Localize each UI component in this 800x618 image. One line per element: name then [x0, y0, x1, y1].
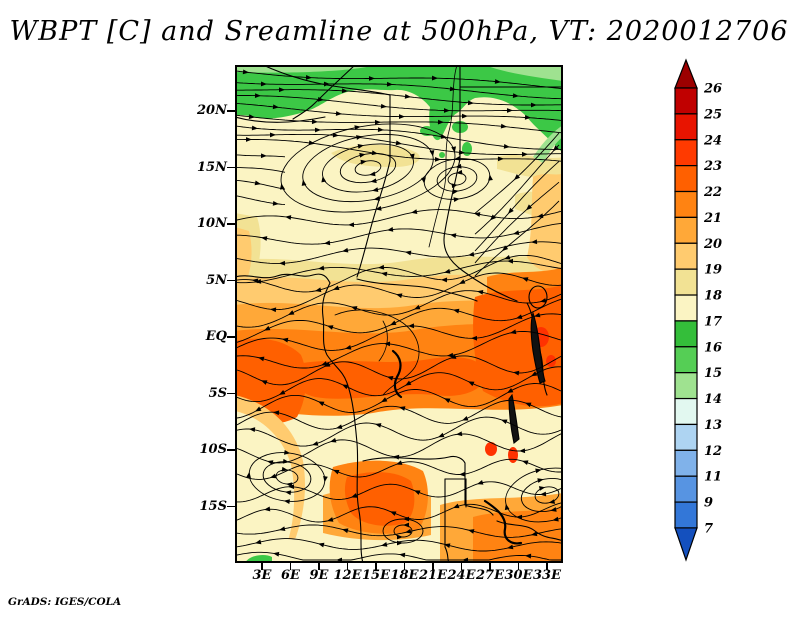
colorbar-label: 9	[704, 496, 713, 511]
colorbar-label: 16	[704, 340, 722, 355]
colorbar-label: 7	[704, 521, 713, 536]
colorbar-label: 17	[704, 314, 722, 329]
lat-tick-label: EQ	[205, 329, 227, 344]
colorbar-label: 19	[704, 263, 722, 278]
colorbar-label: 23	[703, 159, 722, 174]
lat-tick-label: 20N	[197, 103, 227, 118]
lat-tick	[227, 505, 235, 508]
lat-tick-label: 15S	[199, 498, 227, 514]
lat-tick-label: 5S	[208, 385, 227, 401]
lon-tick-label: 24E	[447, 568, 476, 583]
lon-tick	[489, 563, 491, 570]
lon-tick	[261, 563, 263, 570]
colorbar-label: 20	[703, 237, 722, 252]
border	[444, 478, 467, 508]
lon-tick-label: 27E	[476, 568, 504, 583]
lat-tick	[227, 279, 235, 282]
map-plot	[235, 65, 563, 563]
grads-attribution: GrADS: IGES/COLA	[8, 596, 122, 608]
lon-tick	[517, 563, 520, 570]
lon-tick-label: 3E	[252, 568, 272, 583]
plot-title: WBPT [C] and Sreamline at 500hPa, VT: 20…	[9, 16, 789, 47]
colorbar-label: 25	[703, 107, 722, 122]
river-congo	[334, 309, 420, 396]
river-zambezi	[483, 499, 523, 545]
lon-tick-label: 18E	[390, 568, 419, 583]
colorbar-label: 15	[704, 366, 722, 381]
colorbar-label: 24	[703, 133, 722, 148]
lon-tick	[403, 563, 406, 570]
lon-tick-label: 33E	[533, 568, 561, 583]
lat-tick	[227, 392, 235, 395]
lat-tick-label: 10N	[197, 216, 227, 231]
streamline-layer	[236, 69, 563, 563]
lon-tick-label: 30E	[504, 568, 533, 583]
colorbar-label: 22	[703, 185, 722, 200]
lat-tick-label: 15N	[197, 159, 227, 175]
lake-malawi	[508, 393, 520, 444]
lon-tick-label: 15E	[362, 568, 390, 583]
border	[356, 94, 391, 278]
lake-tanganyika	[530, 311, 546, 384]
lat-tick	[227, 166, 235, 169]
river	[391, 349, 403, 399]
lat-tick-label: 10S	[199, 442, 227, 457]
colorbar-label: 13	[704, 418, 722, 433]
lon-tick	[346, 563, 349, 570]
lat-tick	[227, 110, 235, 112]
map-frame	[235, 65, 563, 563]
border	[292, 65, 356, 120]
colorbar-label: 26	[703, 82, 722, 97]
lon-tick	[432, 563, 434, 570]
lon-tick	[289, 563, 292, 570]
border	[362, 455, 494, 516]
lat-tick	[227, 223, 235, 225]
colorbar-label: 18	[704, 289, 722, 304]
lat-tick	[227, 449, 235, 451]
colorbar-label: 11	[704, 470, 722, 485]
lon-tick	[375, 563, 377, 570]
lake-victoria	[528, 285, 548, 309]
lon-tick-label: 6E	[281, 568, 300, 583]
river-congo-branch	[378, 320, 388, 362]
lon-tick-label: 12E	[333, 568, 362, 583]
lon-tick-label: 21E	[419, 568, 447, 583]
colorbar-label: 21	[703, 211, 722, 226]
lon-tick-label: 9E	[309, 568, 329, 583]
lon-tick	[546, 563, 548, 570]
lon-tick	[460, 563, 463, 570]
lat-tick-label: 5N	[206, 272, 227, 288]
colorbar-label: 12	[704, 444, 722, 459]
lat-tick	[227, 336, 235, 338]
coastline-west-africa	[235, 273, 364, 563]
colorbar: 26 25 24 23 22 21 20 19 18 17 16 15 14 13 12 11 9 7	[674, 58, 722, 562]
lon-tick	[318, 563, 320, 570]
border	[496, 520, 563, 542]
colorbar-label: 14	[704, 392, 722, 407]
border	[235, 116, 326, 123]
border	[356, 278, 478, 302]
